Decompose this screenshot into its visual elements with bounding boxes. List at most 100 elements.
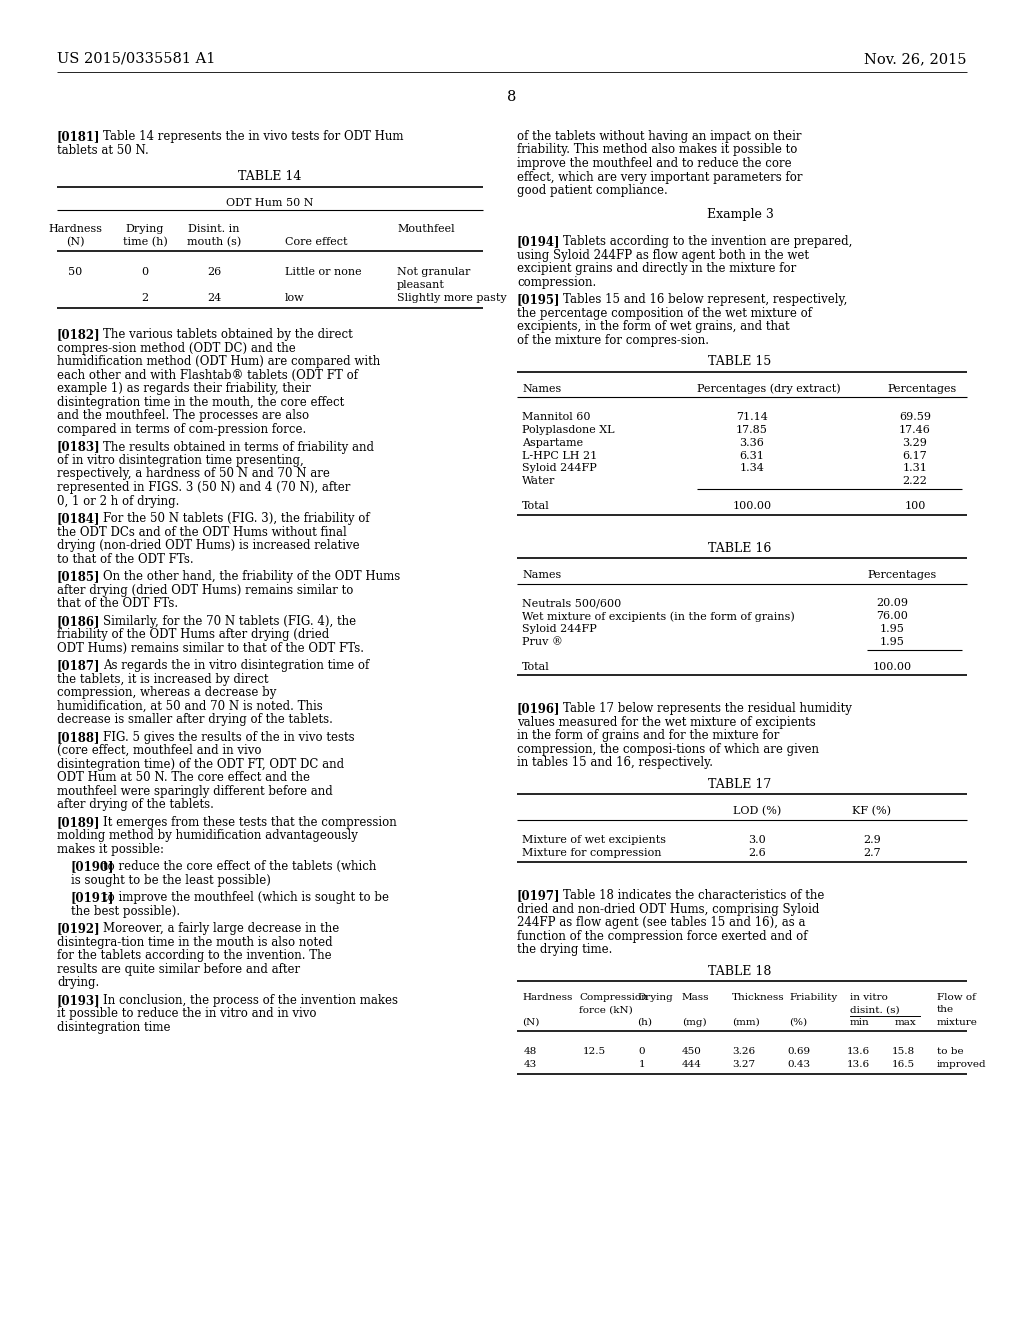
Text: The results obtained in terms of friability and: The results obtained in terms of friabil… [103,441,374,454]
Text: effect, which are very important parameters for: effect, which are very important paramet… [517,170,803,183]
Text: 6.17: 6.17 [902,450,928,461]
Text: 2.6: 2.6 [749,847,766,858]
Text: 1.95: 1.95 [880,638,904,647]
Text: friability of the ODT Hums after drying (dried: friability of the ODT Hums after drying … [57,628,330,642]
Text: dried and non-dried ODT Hums, comprising Syloid: dried and non-dried ODT Hums, comprising… [517,903,819,916]
Text: Flow of: Flow of [937,994,976,1002]
Text: 100.00: 100.00 [732,502,771,511]
Text: [0187]: [0187] [57,659,100,672]
Text: example 1) as regards their friability, their: example 1) as regards their friability, … [57,383,311,396]
Text: that of the ODT FTs.: that of the ODT FTs. [57,597,178,610]
Text: the best possible).: the best possible). [71,906,180,917]
Text: Table 14 represents the in vivo tests for ODT Hum: Table 14 represents the in vivo tests fo… [103,129,403,143]
Text: 2.7: 2.7 [863,847,881,858]
Text: Wet mixture of excipients (in the form of grains): Wet mixture of excipients (in the form o… [522,611,795,622]
Text: min: min [850,1018,869,1027]
Text: drying.: drying. [57,977,99,990]
Text: L-HPC LH 21: L-HPC LH 21 [522,450,597,461]
Text: the tablets, it is increased by direct: the tablets, it is increased by direct [57,673,268,685]
Text: Names: Names [522,384,561,393]
Text: after drying of the tablets.: after drying of the tablets. [57,799,214,812]
Text: [0195]: [0195] [517,293,560,306]
Text: It emerges from these tests that the compression: It emerges from these tests that the com… [103,816,396,829]
Text: Neutrals 500/600: Neutrals 500/600 [522,598,622,609]
Text: [0189]: [0189] [57,816,100,829]
Text: 13.6: 13.6 [847,1060,869,1069]
Text: mouth (s): mouth (s) [186,238,241,248]
Text: [0193]: [0193] [57,994,100,1007]
Text: 6.31: 6.31 [739,450,765,461]
Text: Core effect: Core effect [285,238,347,247]
Text: disintegra-tion time in the mouth is also noted: disintegra-tion time in the mouth is als… [57,936,333,949]
Text: disint. (s): disint. (s) [850,1006,900,1015]
Text: The various tablets obtained by the direct: The various tablets obtained by the dire… [103,329,352,342]
Text: 1.31: 1.31 [902,463,928,474]
Text: 17.85: 17.85 [736,425,768,436]
Text: improved: improved [937,1060,987,1069]
Text: FIG. 5 gives the results of the in vivo tests: FIG. 5 gives the results of the in vivo … [103,731,354,743]
Text: TABLE 17: TABLE 17 [709,777,772,791]
Text: mouthfeel were sparingly different before and: mouthfeel were sparingly different befor… [57,785,333,797]
Text: pleasant: pleasant [397,280,444,290]
Text: of the tablets without having an impact on their: of the tablets without having an impact … [517,129,802,143]
Text: (N): (N) [66,238,84,248]
Text: 1.34: 1.34 [739,463,765,474]
Text: Similarly, for the 70 N tablets (FIG. 4), the: Similarly, for the 70 N tablets (FIG. 4)… [103,615,356,627]
Text: 0: 0 [141,267,148,277]
Text: the: the [937,1006,954,1015]
Text: compression.: compression. [517,276,596,289]
Text: drying (non-dried ODT Hums) is increased relative: drying (non-dried ODT Hums) is increased… [57,539,359,552]
Text: LOD (%): LOD (%) [733,807,781,817]
Text: [0186]: [0186] [57,615,100,627]
Text: using Syloid 244FP as flow agent both in the wet: using Syloid 244FP as flow agent both in… [517,248,809,261]
Text: 100.00: 100.00 [872,661,911,672]
Text: humidification, at 50 and 70 N is noted. This: humidification, at 50 and 70 N is noted.… [57,700,323,713]
Text: Water: Water [522,477,555,486]
Text: Polyplasdone XL: Polyplasdone XL [522,425,614,436]
Text: 13.6: 13.6 [847,1047,869,1056]
Text: compression, the composi-tions of which are given: compression, the composi-tions of which … [517,743,819,756]
Text: (core effect, mouthfeel and in vivo: (core effect, mouthfeel and in vivo [57,744,261,758]
Text: after drying (dried ODT Hums) remains similar to: after drying (dried ODT Hums) remains si… [57,583,353,597]
Text: Total: Total [522,502,550,511]
Text: Thickness: Thickness [732,994,784,1002]
Text: Mixture for compression: Mixture for compression [522,847,662,858]
Text: disintegration time: disintegration time [57,1020,171,1034]
Text: to reduce the core effect of the tablets (which: to reduce the core effect of the tablets… [103,861,377,874]
Text: Percentages (dry extract): Percentages (dry extract) [697,384,841,395]
Text: Nov. 26, 2015: Nov. 26, 2015 [864,51,967,66]
Text: Names: Names [522,570,561,579]
Text: For the 50 N tablets (FIG. 3), the friability of: For the 50 N tablets (FIG. 3), the friab… [103,512,370,525]
Text: (mg): (mg) [682,1018,707,1027]
Text: Drying: Drying [637,994,673,1002]
Text: 0.43: 0.43 [787,1060,811,1069]
Text: time (h): time (h) [123,238,167,248]
Text: (h): (h) [637,1018,652,1027]
Text: disintegration time in the mouth, the core effect: disintegration time in the mouth, the co… [57,396,344,409]
Text: 50: 50 [68,267,82,277]
Text: 244FP as flow agent (see tables 15 and 16), as a: 244FP as flow agent (see tables 15 and 1… [517,916,806,929]
Text: 0, 1 or 2 h of drying.: 0, 1 or 2 h of drying. [57,495,179,507]
Text: [0191]: [0191] [71,891,115,904]
Text: humidification method (ODT Hum) are compared with: humidification method (ODT Hum) are comp… [57,355,380,368]
Text: (N): (N) [522,1018,540,1027]
Text: [0184]: [0184] [57,512,100,525]
Text: [0183]: [0183] [57,441,100,454]
Text: Disint. in: Disint. in [188,224,240,235]
Text: (%): (%) [790,1018,807,1027]
Text: Table 18 indicates the characteristics of the: Table 18 indicates the characteristics o… [563,890,824,903]
Text: TABLE 16: TABLE 16 [709,541,772,554]
Text: results are quite similar before and after: results are quite similar before and aft… [57,964,300,975]
Text: respectively, a hardness of 50 N and 70 N are: respectively, a hardness of 50 N and 70 … [57,467,330,480]
Text: Not granular: Not granular [397,267,470,277]
Text: and the mouthfeel. The processes are also: and the mouthfeel. The processes are als… [57,409,309,422]
Text: 450: 450 [682,1047,701,1056]
Text: improve the mouthfeel and to reduce the core: improve the mouthfeel and to reduce the … [517,157,792,170]
Text: force (kN): force (kN) [579,1006,633,1015]
Text: to be: to be [937,1047,964,1056]
Text: Hardness: Hardness [48,224,102,235]
Text: makes it possible:: makes it possible: [57,842,164,855]
Text: [0185]: [0185] [57,570,100,583]
Text: disintegration time) of the ODT FT, ODT DC and: disintegration time) of the ODT FT, ODT … [57,758,344,771]
Text: 444: 444 [682,1060,701,1069]
